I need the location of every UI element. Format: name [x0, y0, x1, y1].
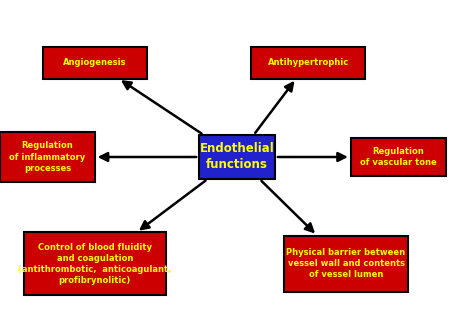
- Text: Antihypertrophic: Antihypertrophic: [267, 58, 349, 67]
- FancyBboxPatch shape: [24, 232, 166, 295]
- Text: Angiogenesis: Angiogenesis: [63, 58, 127, 67]
- Text: Physical barrier between
vessel wall and contents
of vessel lumen: Physical barrier between vessel wall and…: [286, 248, 406, 279]
- Text: Endothelial
functions: Endothelial functions: [200, 143, 274, 171]
- FancyBboxPatch shape: [0, 132, 95, 182]
- Text: Regulation
of inflammatory
processes: Regulation of inflammatory processes: [9, 141, 85, 173]
- FancyBboxPatch shape: [251, 47, 365, 78]
- FancyBboxPatch shape: [199, 135, 275, 179]
- FancyBboxPatch shape: [43, 47, 147, 78]
- FancyBboxPatch shape: [284, 236, 408, 292]
- Text: Control of blood fluidity
and coagulation
(antithrombotic,  anticoagulant,
profi: Control of blood fluidity and coagulatio…: [18, 243, 172, 285]
- FancyBboxPatch shape: [351, 138, 446, 176]
- Text: Regulation
of vascular tone: Regulation of vascular tone: [360, 147, 437, 167]
